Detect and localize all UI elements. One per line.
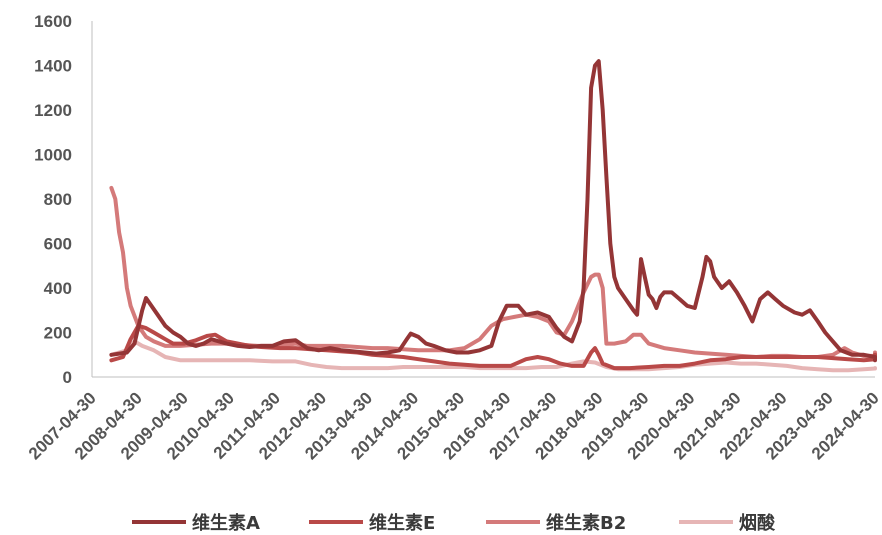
x-axis-ticks: 2007-04-302008-04-302009-04-302010-04-30…	[25, 388, 882, 463]
y-tick-label: 200	[44, 324, 72, 343]
y-tick-label: 400	[44, 279, 72, 298]
legend: 维生素A 维生素E 维生素B2 烟酸	[132, 512, 776, 534]
axes	[91, 21, 875, 378]
y-tick-label: 800	[44, 190, 72, 209]
y-axis-ticks: 0 200 400 600 800 1000 1200 1400 1600	[34, 12, 72, 387]
y-tick-label: 1400	[34, 57, 72, 76]
legend-label: 维生素B2	[546, 512, 626, 534]
series-lines	[109, 59, 877, 373]
y-tick-label: 1000	[34, 146, 72, 165]
y-tick-label: 0	[63, 368, 72, 387]
series-line-2	[109, 185, 877, 359]
y-tick-label: 1600	[34, 12, 72, 31]
legend-label: 维生素E	[369, 512, 435, 534]
y-tick-label: 600	[44, 235, 72, 254]
series-line-0	[109, 59, 877, 363]
legend-label: 维生素A	[192, 512, 260, 534]
series-line-1	[109, 323, 877, 371]
series-line-3	[109, 339, 877, 373]
legend-label: 烟酸	[739, 512, 776, 534]
y-tick-label: 1200	[34, 101, 72, 120]
